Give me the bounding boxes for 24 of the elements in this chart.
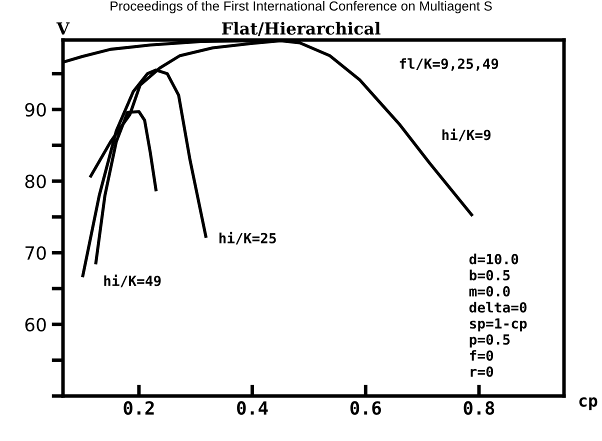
annotation: r=0: [470, 366, 494, 377]
y-axis-title: V: [56, 22, 70, 35]
annotation: hi/K=9: [442, 128, 491, 142]
annotation: m=0.0: [469, 286, 510, 297]
annotation: sp=1-cp: [470, 318, 527, 332]
y-tick-label: 70: [26, 246, 46, 260]
x-tick-label: 0.2: [124, 401, 154, 415]
y-tick-label: 80: [25, 174, 46, 188]
annotation: p=0.5: [470, 334, 510, 348]
annotation: delta=0: [469, 302, 527, 313]
x-tick-label: 0.6: [350, 401, 381, 415]
y-tick-label: 90: [25, 102, 46, 117]
annotation: d=10.0: [469, 254, 518, 264]
annotation: hi/K=25: [219, 232, 276, 244]
annotation: fl/K=9,25,49: [400, 58, 498, 71]
annotation: f=0: [470, 350, 494, 361]
chart-title: Flat/Hierarchical: [222, 22, 380, 36]
y-tick-label: 60: [25, 318, 46, 332]
text: Proceedings of the First International Conference on Multiagent S: [110, 1, 492, 14]
annotation: hi/K=49: [104, 274, 161, 288]
x-axis-title: cp: [579, 397, 598, 410]
x-tick-label: 0.8: [464, 401, 494, 415]
x-tick-label: 0.4: [237, 401, 268, 415]
annotation: b=0.5: [470, 270, 510, 280]
